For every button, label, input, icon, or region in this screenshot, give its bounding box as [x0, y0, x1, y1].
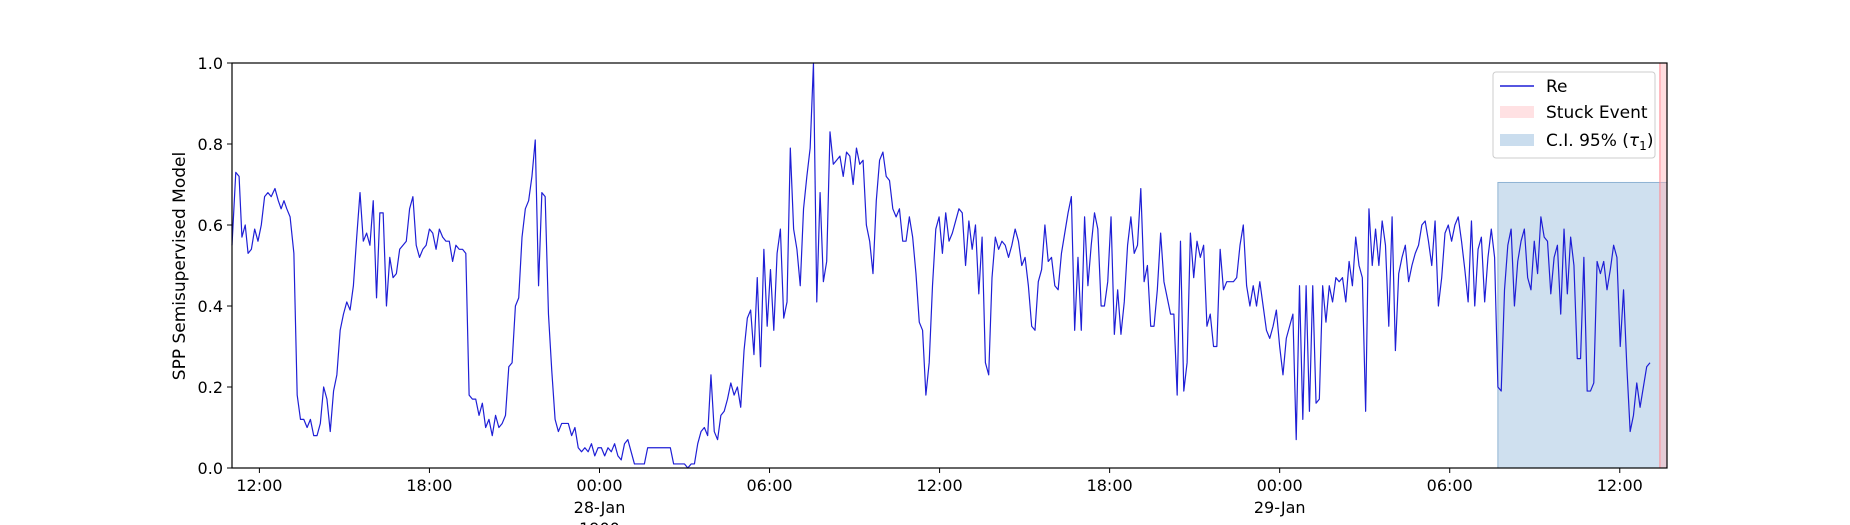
y-tick-label: 0.4	[198, 297, 223, 316]
x-tick-date-label: 28-Jan	[574, 498, 626, 517]
x-tick-label: 18:00	[406, 476, 452, 495]
ci-region	[1497, 181, 1668, 469]
shaded-regions	[1497, 63, 1668, 469]
legend-swatch-ci	[1500, 134, 1534, 146]
y-tick-label: 0.8	[198, 135, 223, 154]
x-tick-label: 12:00	[917, 476, 963, 495]
x-tick-year-label: 1900	[579, 519, 620, 525]
y-tick-label: 0.6	[198, 216, 223, 235]
series-line-re	[231, 62, 1651, 469]
x-tick-date-label: 29-Jan	[1254, 498, 1306, 517]
legend-label-re: Re	[1546, 77, 1568, 97]
x-tick-label: 12:00	[1597, 476, 1643, 495]
legend-label-ci: C.I. 95% (τ1)	[1546, 131, 1653, 153]
legend-label-stuck-event: Stuck Event	[1546, 103, 1648, 123]
plot-frame	[231, 62, 1668, 469]
stuck-event-region	[1659, 63, 1667, 468]
y-tick-label: 0.2	[198, 378, 223, 397]
x-tick-label: 18:00	[1087, 476, 1133, 495]
legend-label-ci-text: C.I. 95% (	[1546, 131, 1629, 151]
x-tick-label: 00:00	[576, 476, 622, 495]
legend-label-ci-sub: 1	[1639, 139, 1647, 153]
x-tick-label: 06:00	[1427, 476, 1473, 495]
legend-label-ci-close: )	[1647, 131, 1654, 151]
legend: Re Stuck Event C.I. 95% (τ1)	[1492, 71, 1656, 159]
y-axis-title: SPP Semisupervised Model	[170, 152, 190, 380]
legend-swatch-stuck-event	[1500, 106, 1534, 118]
y-axis: 0.0 0.2 0.4 0.6 0.8 1.0	[198, 54, 232, 478]
x-tick-label: 06:00	[746, 476, 792, 495]
x-tick-label: 12:00	[236, 476, 282, 495]
legend-label-ci-tau: τ	[1629, 131, 1640, 151]
y-tick-label: 1.0	[198, 54, 223, 73]
x-axis: 12:00 18:00 00:00 28-Jan 06:00 12:00 18:00 00:0…	[236, 468, 1643, 525]
y-tick-label: 0.0	[198, 459, 223, 478]
x-tick-label: 00:00	[1257, 476, 1303, 495]
